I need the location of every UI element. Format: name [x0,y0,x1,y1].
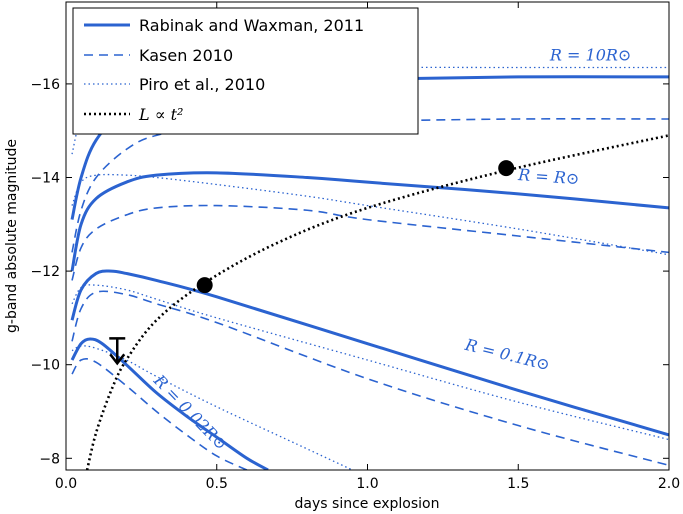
tick-layer: 0.0 0.5 1.0 1.5 2.0 −16 −14 −12 −10 −8 [30,2,680,492]
radius-annotation-1: R = R⊙ [517,165,580,188]
y-tick-label: −14 [30,171,60,187]
legend: Rabinak and Waxman, 2011 Kasen 2010 Piro… [72,7,419,135]
data-point-0 [196,277,213,294]
x-tick-label: 2.0 [658,476,680,492]
series-line-12-dotted-black [85,134,669,470]
series-line-3-solid-Rsun [70,171,669,272]
x-tick-label: 0.5 [206,476,228,492]
data-point-1 [498,160,515,177]
series-line-6-solid-0.1Rsun [70,269,669,437]
y-tick-label: −8 [39,451,60,467]
y-tick-label: −12 [30,264,60,280]
series-line-9-solid-0.02Rsun [70,337,269,470]
series-line-4-dashed-Rsun [71,204,669,281]
y-axis-title: g-band absolute magnitude [4,139,20,333]
legend-label-kasen: Kasen 2010 [139,46,233,65]
radius-annotation-0: R = 10R⊙ [549,46,631,65]
series-line-10-dashed-0.02Rsun [71,357,248,470]
series-line-5-dotted-Rsun [71,173,669,256]
marker-layer [109,160,515,366]
y-tick-label: −10 [30,358,60,374]
legend-label-piro: Piro et al., 2010 [139,75,265,94]
series-line-8-dotted-0.1Rsun [71,284,669,441]
x-axis-title: days since explosion [295,496,440,512]
legend-box [72,7,419,135]
x-tick-label: 0.0 [55,476,77,492]
legend-label-rabinak: Rabinak and Waxman, 2011 [139,16,364,35]
upper-limit-arrowhead [109,353,126,366]
x-tick-label: 1.0 [356,476,378,492]
x-tick-label: 1.5 [507,476,529,492]
series-line-7-dashed-0.1Rsun [71,290,669,467]
y-tick-label: −16 [30,77,60,93]
legend-label-powerlaw: L ∝ t² [138,105,183,124]
